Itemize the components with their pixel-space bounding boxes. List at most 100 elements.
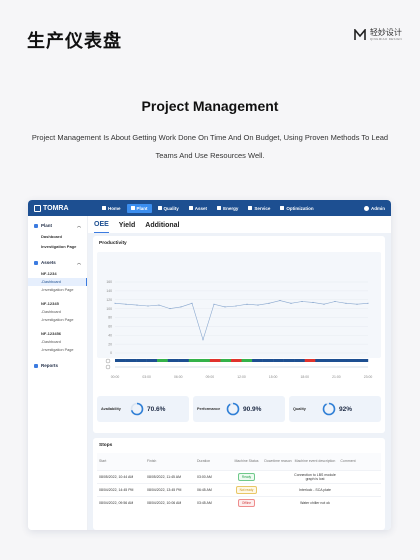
admin-menu[interactable]: Admin xyxy=(364,205,385,211)
status-segment xyxy=(209,359,221,362)
y-tick-label: 60 xyxy=(108,325,112,329)
status-segment xyxy=(157,359,168,362)
refresh-icon xyxy=(105,358,111,364)
kpi-quality: Quality 92% xyxy=(289,396,381,422)
status-cell: Not ready xyxy=(230,485,263,495)
hero-heading: Project Management xyxy=(141,98,279,114)
stops-card: Stops Start Finish Duration Machine Status D… xyxy=(93,438,385,530)
sidebar-subitem-investigation[interactable]: -Investigation Page xyxy=(41,348,74,352)
kpi-label: Quality xyxy=(293,407,306,411)
sidebar-group-reports[interactable]: Reports xyxy=(28,360,87,371)
brand-name-cn: 轻妙设计 xyxy=(369,28,402,37)
sidebar-subitem-investigation[interactable]: -Investigation Page xyxy=(41,318,74,322)
table-row[interactable]: 08/05/2022, 10:44 AM 08/05/2022, 11:45 AM… xyxy=(97,470,381,483)
y-tick-label: 80 xyxy=(108,316,112,320)
y-tick-label: 140 xyxy=(106,289,112,293)
table-cell: 08/05/2022, 10:44 AM xyxy=(99,474,134,479)
nav-item-plant[interactable]: Plant xyxy=(126,203,152,213)
x-tick-label: 09:00 xyxy=(206,375,215,379)
table-body: 08/05/2022, 10:44 AM 08/05/2022, 11:45 AM… xyxy=(97,470,381,509)
data-point xyxy=(279,300,281,302)
sidebar-group-assets[interactable]: Assets ︿ xyxy=(28,257,87,268)
status-segment xyxy=(294,359,305,362)
top-navbar: TOMRA Home Plant Quality Asset Energy Service… xyxy=(28,200,391,216)
series-line xyxy=(114,300,369,341)
nav-item-label: Energy xyxy=(223,205,239,211)
status-badge: Offline xyxy=(237,498,256,508)
logo-text: TOMRA xyxy=(43,204,69,212)
main-nav: Home Plant Quality Asset Energy Service Optimi… xyxy=(98,203,364,213)
sidebar-subitem-dashboard[interactable]: -Dashboard xyxy=(41,310,61,314)
nav-item-home[interactable]: Home xyxy=(98,204,125,213)
sidebar-subitem-dashboard[interactable]: -Dashboard xyxy=(28,278,87,286)
tab-additional[interactable]: Additional xyxy=(145,222,180,229)
nav-item-asset[interactable]: Asset xyxy=(185,204,211,213)
stops-table: Start Finish Duration Machine Status Downtim… xyxy=(97,453,381,509)
status-badge: Ready xyxy=(237,472,256,482)
sidebar-group-plant[interactable]: Plant ︿ xyxy=(28,220,87,231)
nav-item-service[interactable]: Service xyxy=(244,204,274,213)
nav-item-label: Asset xyxy=(194,205,208,211)
kpi-row: Availability 70.6% Performance 90.9% Quality… xyxy=(97,396,381,422)
status-segment xyxy=(230,359,242,362)
status-segment xyxy=(336,359,348,362)
table-cell: Connection to LBS module graph is lost xyxy=(294,472,336,481)
column-header[interactable]: Duration xyxy=(197,459,211,464)
data-point xyxy=(147,305,149,307)
kpi-value: 90.9% xyxy=(243,405,262,413)
sidebar-subitem-dashboard[interactable]: -Dashboard xyxy=(41,340,61,344)
table-cell: 08/05/2022, 11:45 AM xyxy=(147,474,181,479)
nav-item-label: Service xyxy=(254,205,271,211)
table-row[interactable]: 08/04/2022, 14:45 PM 08/04/2022, 13:45 PM… xyxy=(97,483,381,496)
status-segment xyxy=(125,359,137,362)
kpi-ring-gauge xyxy=(226,402,240,416)
tab-yield[interactable]: Yield xyxy=(118,222,136,229)
sidebar-item-investigation-page[interactable]: Investigation Page xyxy=(41,243,77,249)
column-header[interactable]: Machine Status xyxy=(234,459,259,464)
kpi-ring-gauge xyxy=(322,402,336,416)
y-tick-label: 40 xyxy=(108,333,112,337)
sidebar-item-machine[interactable]: NF-1234 xyxy=(41,270,57,276)
x-tick-label: 23:00 xyxy=(364,375,373,379)
sidebar-subitem-investigation[interactable]: -Investigation Page xyxy=(41,288,74,292)
table-cell: Water chiller not ok xyxy=(300,500,330,505)
status-segment xyxy=(115,359,126,362)
kpi-label: Performance xyxy=(197,407,221,411)
data-point xyxy=(158,304,160,306)
status-badge: Not ready xyxy=(235,485,258,495)
nav-item-optimization[interactable]: Optimization xyxy=(276,204,317,213)
sidebar-group-label: Assets xyxy=(41,260,56,265)
kpi-value: 70.6% xyxy=(147,405,166,413)
table-row[interactable]: 08/04/2022, 09:56 AM 08/04/2022, 10:06 AM… xyxy=(97,496,381,509)
x-tick-label: 15:00 xyxy=(269,375,278,379)
x-tick-label: 21:00 xyxy=(332,375,341,379)
column-header[interactable]: Machine event description xyxy=(294,459,336,464)
nav-item-energy[interactable]: Energy xyxy=(213,204,242,213)
sidebar-item-machine[interactable]: NF-12345 xyxy=(41,300,59,306)
status-segment xyxy=(241,359,253,362)
sidebar-group-label: Plant xyxy=(41,223,53,228)
status-cell: Offline xyxy=(230,498,263,508)
column-header[interactable]: Finish xyxy=(147,459,157,464)
sidebar-item-dashboard[interactable]: Dashboard xyxy=(41,233,62,239)
data-point xyxy=(312,301,314,303)
app-window: TOMRA Home Plant Quality Asset Energy Service… xyxy=(28,200,391,530)
nav-item-label: Plant xyxy=(136,205,148,211)
y-tick-label: 160 xyxy=(106,280,112,284)
status-segment xyxy=(252,359,263,362)
hero-description: Project Management Is About Getting Work… xyxy=(31,133,389,160)
status-segment xyxy=(315,359,327,362)
service-icon xyxy=(248,206,253,210)
data-point xyxy=(180,306,182,308)
column-header[interactable]: Downtime reason xyxy=(264,459,292,464)
energy-icon xyxy=(217,206,222,210)
column-header[interactable]: Start xyxy=(99,459,107,464)
sidebar-item-machine[interactable]: NF-123456 xyxy=(41,330,62,336)
column-header[interactable]: Comment xyxy=(340,459,356,464)
tab-oee[interactable]: OEE xyxy=(94,221,109,233)
productivity-card: Productivity 160 140 120 100 80 60 40 20 0 00:00 0… xyxy=(93,236,385,433)
data-point xyxy=(213,303,215,305)
data-point xyxy=(136,304,138,306)
nav-item-quality[interactable]: Quality xyxy=(154,204,183,213)
app-logo[interactable]: TOMRA xyxy=(34,204,98,212)
